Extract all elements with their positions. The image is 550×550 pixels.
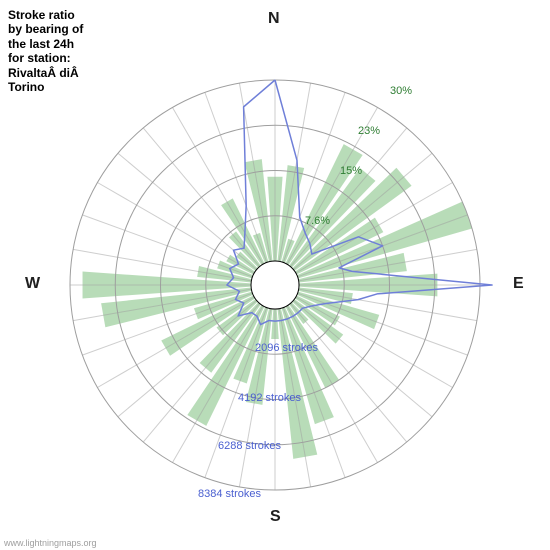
green-ring-label: 30%: [390, 85, 412, 97]
blue-ring-label: 4192 strokes: [238, 392, 301, 404]
green-ring-label: 7.6%: [305, 215, 330, 227]
footer-credit: www.lightningmaps.org: [4, 538, 97, 548]
compass-s: S: [270, 508, 281, 526]
blue-ring-label: 2096 strokes: [255, 342, 318, 354]
chart-title: Stroke ratio by bearing of the last 24h …: [8, 8, 83, 94]
compass-e: E: [513, 275, 524, 293]
green-ring-label: 23%: [358, 125, 380, 137]
compass-w: W: [25, 275, 40, 293]
compass-n: N: [268, 10, 280, 28]
blue-ring-label: 8384 strokes: [198, 488, 261, 500]
blue-ring-label: 6288 strokes: [218, 440, 281, 452]
green-ring-label: 15%: [340, 165, 362, 177]
